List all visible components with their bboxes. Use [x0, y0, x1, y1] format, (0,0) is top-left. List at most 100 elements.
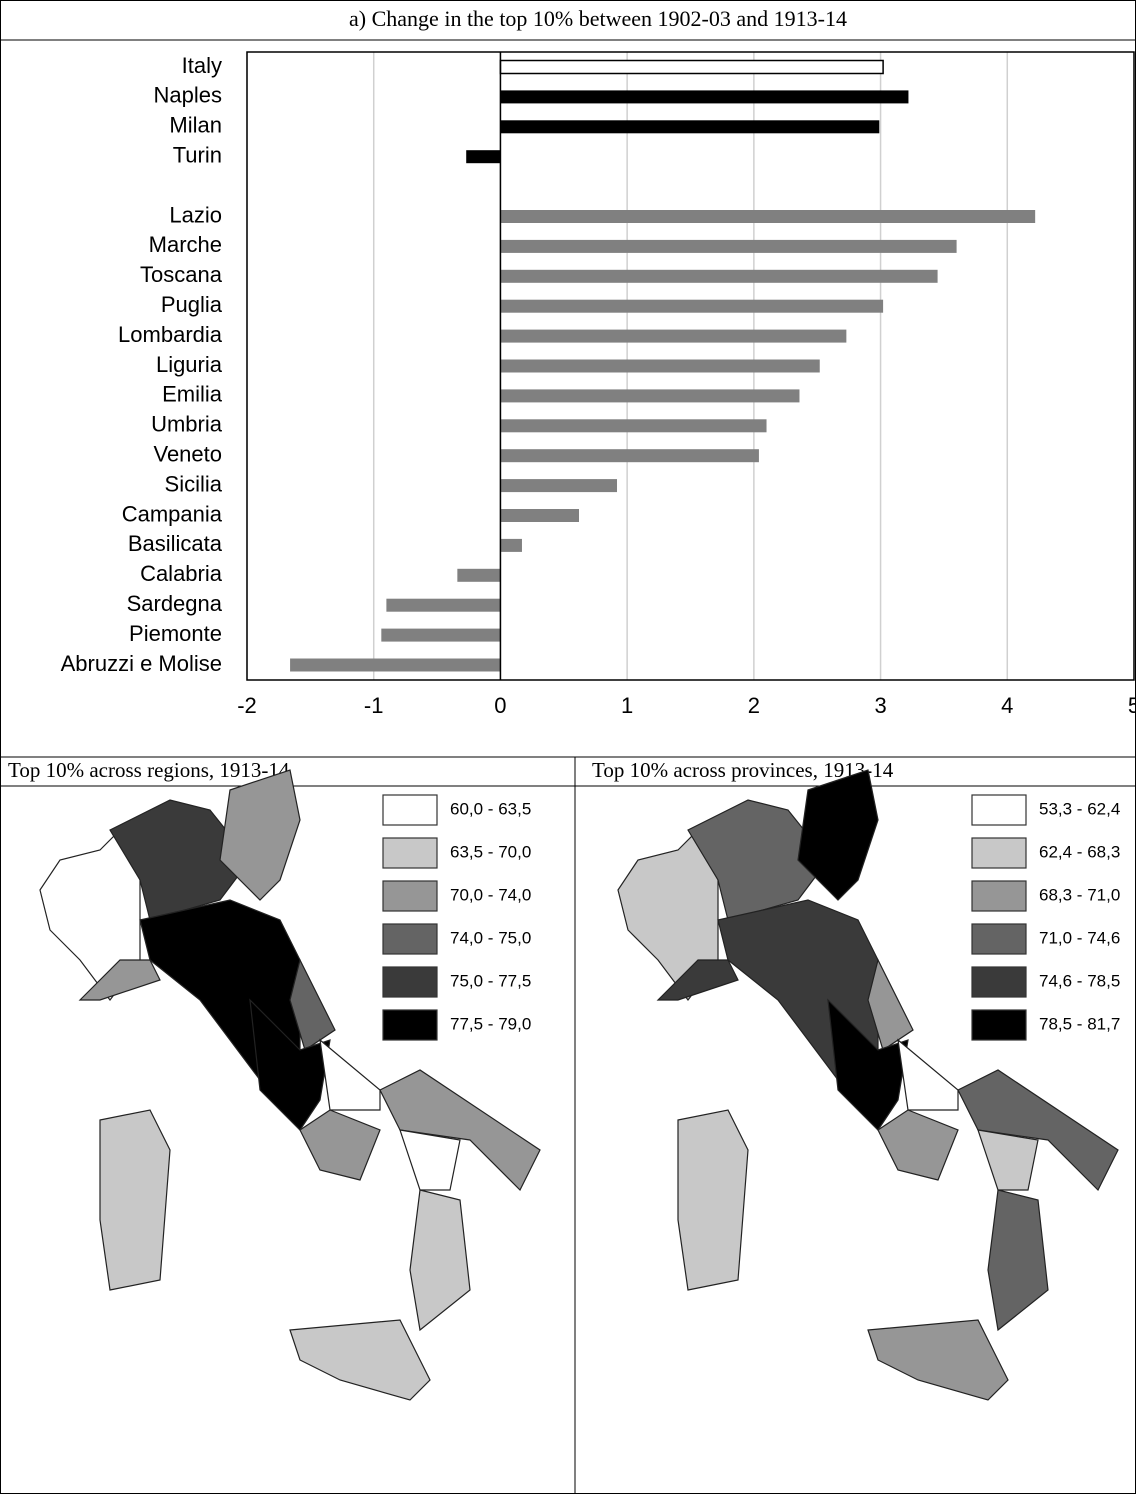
legend-label: 74,0 - 75,0 — [450, 928, 531, 947]
y-tick-label: Milan — [169, 113, 222, 138]
bar — [500, 210, 1036, 223]
legend-label: 77,5 - 79,0 — [450, 1014, 531, 1033]
bar — [500, 479, 618, 493]
bar — [500, 239, 957, 253]
region-shape — [399, 1129, 461, 1191]
legend-label: 62,4 - 68,3 — [1039, 842, 1120, 861]
bar — [457, 568, 501, 582]
map-title: Top 10% across regions, 1913-14 — [8, 758, 290, 782]
x-tick-label: 1 — [621, 693, 633, 718]
map — [39, 769, 541, 1401]
legend-swatch — [382, 923, 438, 955]
bar — [290, 658, 501, 672]
y-tick-label: Umbria — [151, 412, 223, 437]
legend-swatch — [971, 966, 1027, 998]
y-tick-label: Piemonte — [129, 621, 222, 646]
region-shape — [877, 1109, 959, 1181]
region-shape — [219, 769, 301, 901]
bar — [500, 120, 880, 134]
legend-label: 78,5 - 81,7 — [1039, 1014, 1120, 1033]
x-tick-label: 3 — [874, 693, 886, 718]
region-shape — [78, 959, 161, 1001]
legend-swatch — [971, 794, 1027, 826]
legend-swatch — [971, 837, 1027, 869]
bar — [500, 359, 820, 373]
legend-swatch — [382, 966, 438, 998]
region-shape — [867, 1319, 1009, 1401]
region-shape — [677, 1109, 749, 1291]
region-shape — [977, 1129, 1039, 1191]
region-shape — [299, 1109, 381, 1181]
legend-swatch — [382, 880, 438, 912]
x-tick-label: 0 — [494, 693, 506, 718]
bar — [500, 329, 847, 343]
region-shape — [99, 1109, 171, 1291]
region-shape — [797, 769, 879, 901]
region-shape — [409, 1189, 471, 1332]
bar — [500, 299, 884, 313]
y-tick-label: Marche — [149, 232, 222, 257]
chart-title: a) Change in the top 10% between 1902-03… — [349, 6, 847, 31]
y-tick-label: Naples — [154, 83, 222, 108]
region-shape — [39, 829, 141, 1001]
y-tick-label: Turin — [173, 143, 222, 168]
legend-swatch — [971, 880, 1027, 912]
legend-label: 71,0 - 74,6 — [1039, 928, 1120, 947]
y-tick-label: Basilicata — [128, 531, 223, 556]
y-tick-label: Lazio — [169, 202, 222, 227]
legend-label: 74,6 - 78,5 — [1039, 971, 1120, 990]
plot-frame — [246, 51, 1135, 681]
legend-label: 70,0 - 74,0 — [450, 885, 531, 904]
bar — [500, 419, 767, 433]
y-tick-label: Toscana — [140, 262, 223, 287]
region-shape — [319, 1038, 381, 1111]
bar — [500, 90, 909, 104]
y-tick-label: Sardegna — [127, 591, 223, 616]
legend-swatch — [382, 794, 438, 826]
bar — [499, 59, 884, 75]
map — [617, 769, 1119, 1401]
region-shape — [957, 1069, 1119, 1192]
y-tick-label: Campania — [122, 501, 223, 526]
bar — [500, 449, 759, 463]
bar — [500, 389, 800, 403]
legend-swatch — [382, 837, 438, 869]
region-shape — [379, 1069, 541, 1192]
bar — [386, 598, 501, 612]
legend-swatch — [382, 1009, 438, 1041]
legend-swatch — [971, 1009, 1027, 1041]
y-tick-label: Emilia — [162, 382, 223, 407]
region-shape — [249, 998, 331, 1131]
bar — [381, 628, 501, 642]
bar — [500, 538, 522, 552]
x-tick-label: 4 — [1001, 693, 1013, 718]
y-tick-label: Calabria — [140, 561, 223, 586]
region-shape — [827, 998, 909, 1131]
legend-label: 75,0 - 77,5 — [450, 971, 531, 990]
legend-label: 63,5 - 70,0 — [450, 842, 531, 861]
y-tick-label: Italy — [182, 53, 222, 78]
y-tick-label: Abruzzi e Molise — [61, 651, 222, 676]
bar — [500, 509, 579, 522]
y-tick-label: Sicilia — [165, 471, 223, 496]
region-shape — [656, 959, 739, 1001]
legend-label: 53,3 - 62,4 — [1039, 799, 1120, 818]
y-tick-label: Liguria — [156, 352, 223, 377]
legend-label: 68,3 - 71,0 — [1039, 885, 1120, 904]
x-tick-label: 2 — [748, 693, 760, 718]
legend-label: 60,0 - 63,5 — [450, 799, 531, 818]
region-shape — [617, 829, 719, 1001]
region-shape — [289, 1319, 431, 1401]
y-tick-label: Lombardia — [118, 322, 223, 347]
x-tick-label: -1 — [364, 693, 384, 718]
y-tick-label: Veneto — [153, 442, 222, 467]
region-shape — [987, 1189, 1049, 1332]
region-shape — [109, 799, 251, 921]
region-shape — [687, 799, 829, 921]
legend-swatch — [971, 923, 1027, 955]
y-tick-label: Puglia — [161, 292, 223, 317]
region-shape — [897, 1038, 959, 1111]
bar — [500, 269, 938, 283]
bar — [466, 150, 501, 164]
